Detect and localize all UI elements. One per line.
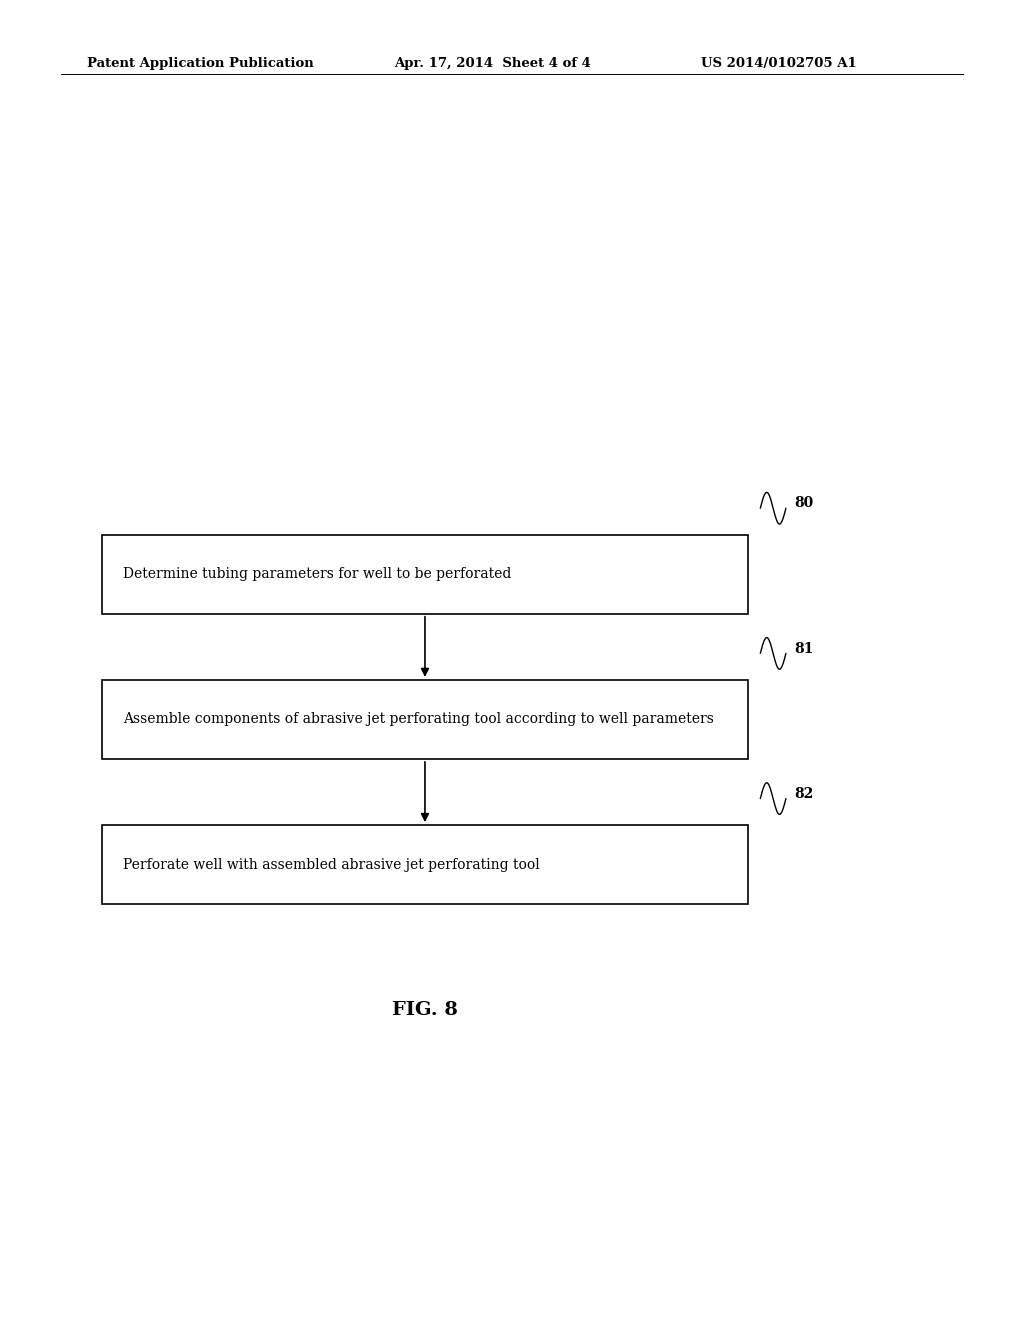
- Bar: [102, 825, 748, 904]
- Bar: [102, 535, 748, 614]
- Text: Determine tubing parameters for well to be perforated: Determine tubing parameters for well to …: [123, 568, 511, 581]
- Text: Patent Application Publication: Patent Application Publication: [87, 57, 313, 70]
- Text: US 2014/0102705 A1: US 2014/0102705 A1: [701, 57, 857, 70]
- Text: 80: 80: [795, 496, 813, 511]
- Bar: [102, 680, 748, 759]
- Text: FIG. 8: FIG. 8: [392, 1001, 458, 1019]
- Text: 82: 82: [795, 787, 813, 801]
- Text: 81: 81: [795, 642, 813, 656]
- Text: Assemble components of abrasive jet perforating tool according to well parameter: Assemble components of abrasive jet perf…: [123, 713, 714, 726]
- Text: Apr. 17, 2014  Sheet 4 of 4: Apr. 17, 2014 Sheet 4 of 4: [394, 57, 591, 70]
- Text: Perforate well with assembled abrasive jet perforating tool: Perforate well with assembled abrasive j…: [123, 858, 540, 871]
